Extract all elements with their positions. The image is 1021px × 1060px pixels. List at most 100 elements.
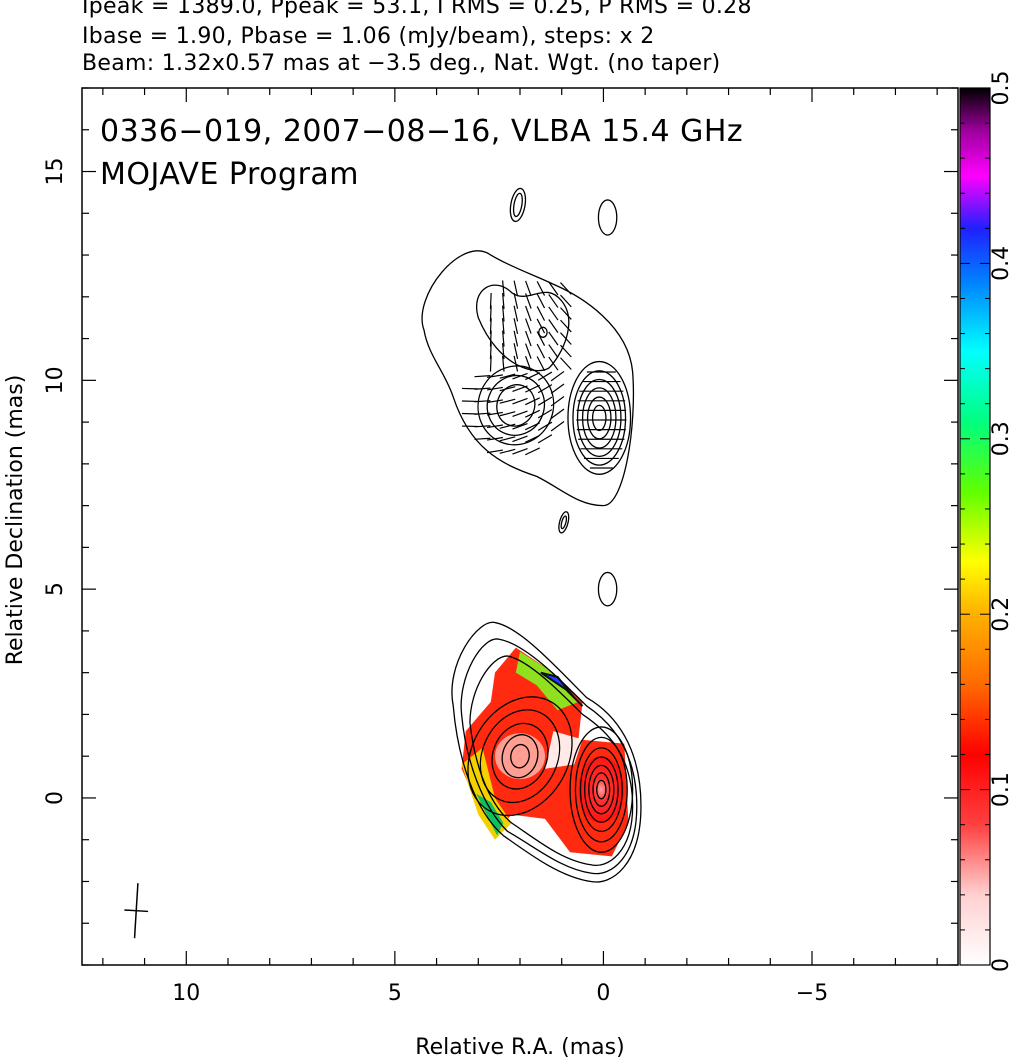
y-tick-label: 10 xyxy=(43,366,68,394)
evpa-tick xyxy=(560,357,572,370)
contour-north-small xyxy=(538,326,548,338)
evpa-tick xyxy=(525,330,532,347)
evpa-tick xyxy=(536,343,546,359)
colorbar-tick-label: 0.2 xyxy=(989,597,1014,632)
evpa-tick xyxy=(548,356,559,371)
contour-north-outer xyxy=(421,250,635,507)
evpa-tick xyxy=(525,293,532,309)
evpa-tick xyxy=(499,448,516,454)
x-tick-label: −5 xyxy=(796,981,828,1006)
evpa-tick xyxy=(550,421,565,432)
evpa-tick xyxy=(512,397,528,405)
header-line-3: Beam: 1.32x0.57 mas at −3.5 deg., Nat. W… xyxy=(82,51,721,76)
evpa-tick xyxy=(486,449,503,454)
contour-jet xyxy=(510,743,530,769)
evpa-tick xyxy=(499,373,516,379)
contour-south-outer xyxy=(460,638,638,875)
evpa-tick xyxy=(536,281,546,296)
evpa-tick xyxy=(486,424,503,429)
contour-jet xyxy=(467,696,573,817)
evpa-tick xyxy=(512,410,528,418)
evpa-tick xyxy=(502,305,505,322)
colorbar-tick-label: 0.3 xyxy=(989,421,1014,456)
contour-south-outer xyxy=(451,621,642,883)
colorbar xyxy=(959,87,991,966)
evpa-tick xyxy=(499,436,516,442)
evpa-tick xyxy=(536,318,546,334)
evpa-tick xyxy=(486,411,503,416)
contour-north-west xyxy=(567,360,632,475)
y-tick-label: 15 xyxy=(43,158,68,186)
evpa-tick xyxy=(560,332,572,345)
evpa-tick xyxy=(537,409,553,419)
evpa-tick xyxy=(512,422,528,430)
contour-north-east xyxy=(496,384,536,427)
evpa-ticks xyxy=(461,280,627,469)
evpa-tick xyxy=(536,356,546,372)
evpa-tick xyxy=(560,319,572,333)
evpa-tick xyxy=(537,434,553,444)
contour-north-upper xyxy=(476,284,570,372)
evpa-tick xyxy=(560,307,572,320)
header-line-1: Ipeak = 1389.0, Ppeak = 53.1, I RMS = 0.… xyxy=(82,0,752,19)
evpa-tick xyxy=(537,421,553,431)
evpa-tick xyxy=(512,372,528,380)
evpa-tick xyxy=(513,280,519,297)
evpa-tick xyxy=(537,396,553,406)
contour-jet xyxy=(479,709,561,804)
x-tick-label: 5 xyxy=(388,981,402,1006)
polarization-low-core xyxy=(578,756,625,824)
evpa-tick xyxy=(525,372,540,381)
x-axis-label: Relative R.A. (mas) xyxy=(415,1035,624,1060)
evpa-tick xyxy=(486,374,503,379)
evpa-tick xyxy=(513,343,519,360)
evpa-tick xyxy=(486,386,503,391)
x-tick-label: 10 xyxy=(172,981,200,1006)
evpa-tick xyxy=(502,280,505,297)
evpa-tick xyxy=(499,411,516,417)
contour-isolated xyxy=(512,192,523,218)
evpa-tick xyxy=(474,437,491,440)
evpa-tick xyxy=(550,383,565,394)
evpa-tick xyxy=(550,370,565,382)
evpa-tick xyxy=(502,292,505,310)
contour-north-west xyxy=(576,378,622,457)
evpa-tick xyxy=(513,305,519,322)
contour-core xyxy=(574,736,628,843)
y-axis-ticks: 0 5 10 15 xyxy=(43,87,958,966)
contour-core xyxy=(596,779,607,800)
contour-isolated xyxy=(560,515,568,530)
stokes-i-contours xyxy=(421,187,642,883)
evpa-tick xyxy=(537,371,553,381)
contour-core xyxy=(569,726,634,853)
evpa-tick xyxy=(525,280,532,297)
evpa-tick xyxy=(525,447,540,456)
contour-isolated xyxy=(509,187,527,223)
evpa-tick xyxy=(513,293,519,309)
evpa-tick xyxy=(548,281,559,296)
evpa-tick xyxy=(489,292,492,310)
contour-isolated xyxy=(597,199,618,236)
evpa-tick xyxy=(525,318,532,334)
evpa-tick xyxy=(512,448,528,455)
colorbar-tick-label: 0.1 xyxy=(989,772,1014,807)
evpa-tick xyxy=(548,294,559,308)
evpa-tick xyxy=(502,318,505,335)
evpa-tick xyxy=(548,344,559,358)
evpa-tick xyxy=(536,331,546,346)
evpa-tick xyxy=(502,355,505,372)
contour-jet xyxy=(501,734,539,779)
evpa-tick xyxy=(560,294,572,308)
evpa-tick xyxy=(513,318,519,334)
y-tick-label: 5 xyxy=(43,582,68,596)
evpa-tick xyxy=(550,408,565,419)
x-tick-label: 0 xyxy=(596,981,610,1006)
evpa-tick xyxy=(536,306,546,321)
evpa-tick xyxy=(560,282,572,295)
evpa-tick xyxy=(474,375,491,378)
evpa-tick xyxy=(536,293,546,309)
contour-isolated xyxy=(597,571,618,607)
evpa-tick xyxy=(499,423,516,429)
evpa-tick xyxy=(502,343,505,360)
contour-north-west xyxy=(572,370,627,466)
